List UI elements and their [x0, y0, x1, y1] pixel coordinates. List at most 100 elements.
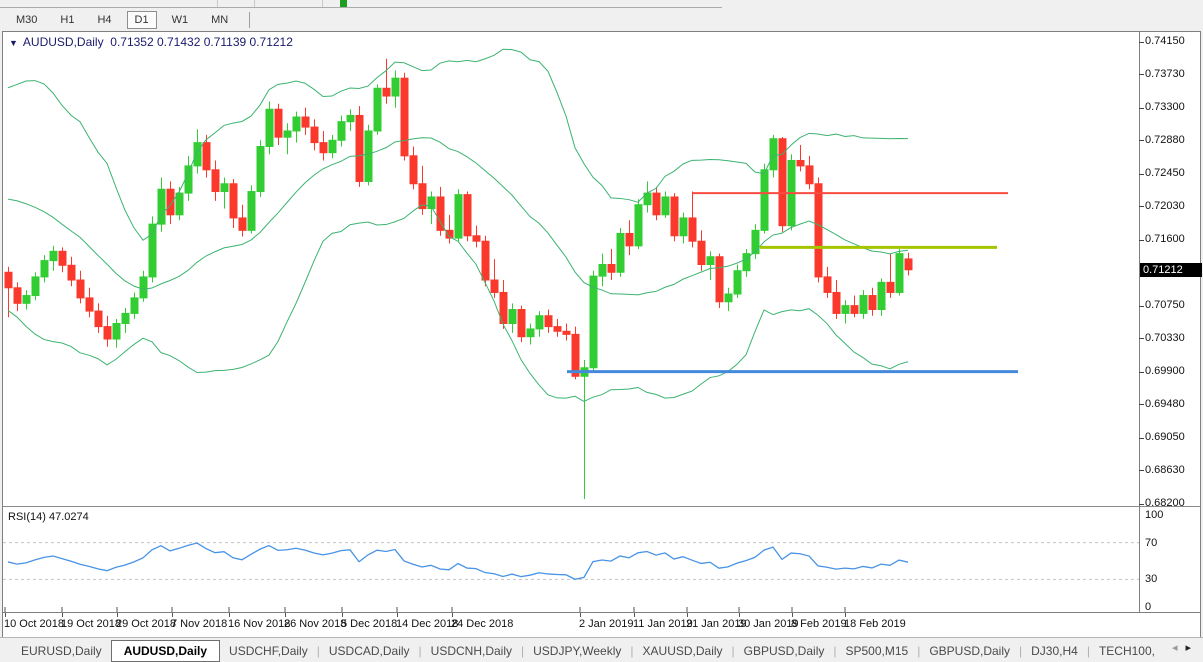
price-axis-label: 0.72450 — [1145, 167, 1185, 180]
price-axis-label: 0.68200 — [1145, 497, 1185, 510]
price-axis-tick — [1139, 305, 1144, 307]
chart-tab-xauusd-daily[interactable]: XAUUSD,Daily — [642, 643, 723, 658]
chart-tab-eurusd-daily[interactable]: EURUSD,Daily — [21, 643, 102, 658]
chart-tab-usdcad-daily[interactable]: USDCAD,Daily — [328, 643, 410, 658]
date-axis-tick — [845, 613, 846, 617]
date-axis-tick — [285, 613, 286, 617]
rsi-level-label: 70 — [1145, 536, 1158, 549]
date-axis-tick — [397, 613, 398, 617]
chart-tab-gbpusd-daily[interactable]: GBPUSD,Daily — [929, 643, 1011, 658]
tab-separator: | — [630, 643, 634, 658]
price-axis-tick — [1139, 206, 1144, 208]
toolbar-separator — [249, 11, 251, 28]
current-price-box: 0.71212 — [1140, 262, 1202, 277]
timeframe-button-mn[interactable]: MN — [211, 13, 229, 26]
rsi-canvas[interactable] — [3, 508, 1139, 612]
chart-tab-gbpusd-daily[interactable]: GBPUSD,Daily — [743, 643, 825, 658]
date-axis-tick — [172, 613, 173, 617]
price-axis-tick — [1139, 437, 1144, 439]
toolbar-strip — [0, 0, 1203, 8]
chart-tab-audusd-daily[interactable]: AUDUSD,Daily — [110, 639, 221, 662]
date-axis-tick — [342, 613, 343, 617]
symbol-title: ▼ AUDUSD,Daily 0.71352 0.71432 0.71139 0.… — [9, 35, 293, 49]
toolbar-green-icon[interactable] — [340, 0, 347, 7]
chart-tab-bar: EURUSD,Daily AUDUSD,Daily USDCHF,Daily | USD… — [0, 637, 1203, 662]
price-axis-tick — [1139, 404, 1144, 406]
tab-separator: | — [418, 643, 422, 658]
price-axis-tick — [1139, 140, 1144, 142]
price-axis-tick — [1139, 503, 1144, 505]
toolbar-strip-border — [0, 7, 722, 8]
price-axis-label: 0.69050 — [1145, 431, 1185, 444]
timeframe-button-h4[interactable]: H4 — [97, 13, 112, 26]
pane-divider-highlight — [3, 507, 1200, 508]
timeframe-button-d1[interactable]: D1 — [126, 10, 157, 29]
tab-separator: | — [731, 643, 735, 658]
price-axis-tick — [1139, 107, 1144, 109]
date-axis-tick — [229, 613, 230, 617]
chart-tab-sp500-m15[interactable]: SP500,M15 — [845, 643, 909, 658]
main-chart-canvas[interactable] — [3, 32, 1139, 505]
date-axis[interactable]: 10 Oct 2018 19 Oct 2018 29 Oct 2018 7 Nov 2… — [3, 612, 1200, 636]
price-axis-separator — [1139, 32, 1140, 635]
date-axis-label: 2 Jan 2019 — [579, 618, 634, 630]
tab-separator: | — [521, 643, 525, 658]
tab-scroll-arrows: ◂▸ — [1172, 641, 1199, 654]
symbol-name: AUDUSD,Daily — [22, 35, 104, 49]
date-axis-label: 10 Oct 2018 — [4, 618, 64, 630]
price-axis-tick — [1139, 338, 1144, 340]
symbol-dropdown-icon[interactable]: ▼ — [9, 38, 18, 48]
price-axis-tick — [1139, 74, 1144, 76]
chart-tab-usdchf-daily[interactable]: USDCHF,Daily — [229, 643, 308, 658]
date-axis-label: 26 Nov 2018 — [284, 618, 347, 630]
chart-tab-dj30-h4[interactable]: DJ30,H4 — [1031, 643, 1078, 658]
date-axis-label: 8 Feb 2019 — [791, 618, 847, 630]
tab-separator: | — [316, 643, 320, 658]
price-axis-label: 0.74150 — [1145, 35, 1185, 48]
tab-scroll-left-icon[interactable]: ◂ — [1171, 642, 1186, 654]
price-axis-tick — [1139, 41, 1144, 43]
timeframe-button-w1[interactable]: W1 — [171, 13, 189, 26]
tab-separator: | — [833, 643, 837, 658]
chart-tab-usdcnh-daily[interactable]: USDCNH,Daily — [430, 643, 513, 658]
date-axis-tick — [452, 613, 453, 617]
date-axis-label: 30 Jan 2019 — [738, 618, 799, 630]
price-axis-label: 0.70750 — [1145, 299, 1185, 312]
price-axis-label: 0.73730 — [1145, 67, 1185, 80]
date-axis-tick — [792, 613, 793, 617]
chart-tab-usdjpy-weekly[interactable]: USDJPY,Weekly — [533, 643, 622, 658]
date-axis-label: 11 Jan 2019 — [633, 618, 693, 630]
toolbar-separator — [217, 0, 218, 7]
rsi-level-label: 0 — [1145, 601, 1152, 613]
timeframe-button-m30[interactable]: M30 — [16, 13, 38, 26]
timeframe-toolbar: M30 H1 H4 D1 W1 MN — [0, 8, 1203, 31]
toolbar-separator — [322, 0, 323, 7]
date-axis-label: 7 Nov 2018 — [171, 618, 228, 630]
tab-scroll-right-icon[interactable]: ▸ — [1185, 642, 1199, 654]
date-axis-label: 29 Oct 2018 — [116, 618, 176, 630]
date-axis-label: 19 Oct 2018 — [61, 618, 121, 630]
date-axis-label: 5 Dec 2018 — [341, 618, 398, 630]
price-axis-tick — [1139, 470, 1144, 472]
timeframe-button-h1[interactable]: H1 — [60, 13, 75, 26]
price-axis-tick — [1139, 239, 1144, 241]
rsi-indicator-label: RSI(14) 47.0274 — [8, 511, 89, 523]
pane-divider[interactable] — [3, 506, 1200, 507]
toolbar-separator — [254, 0, 255, 7]
date-axis-label: 21 Jan 2019 — [686, 618, 747, 630]
chart-frame: ▼ AUDUSD,Daily 0.71352 0.71432 0.71139 0.… — [2, 31, 1202, 638]
tab-separator: | — [1019, 643, 1023, 658]
date-axis-tick — [687, 613, 688, 617]
price-axis-label: 0.69900 — [1145, 365, 1185, 378]
tab-separator: | — [917, 643, 921, 658]
date-axis-label: 24 Dec 2018 — [451, 618, 514, 630]
price-axis-label: 0.72030 — [1145, 199, 1185, 212]
date-axis-tick — [634, 613, 635, 617]
rsi-level-label: 100 — [1145, 509, 1164, 521]
price-axis-label: 0.68630 — [1145, 463, 1185, 476]
symbol-ohlc-values: 0.71352 0.71432 0.71139 0.71212 — [110, 35, 293, 49]
chart-tab-tech100-[interactable]: TECH100, — [1098, 643, 1155, 658]
price-axis-label: 0.72880 — [1145, 133, 1185, 146]
date-axis-tick — [739, 613, 740, 617]
